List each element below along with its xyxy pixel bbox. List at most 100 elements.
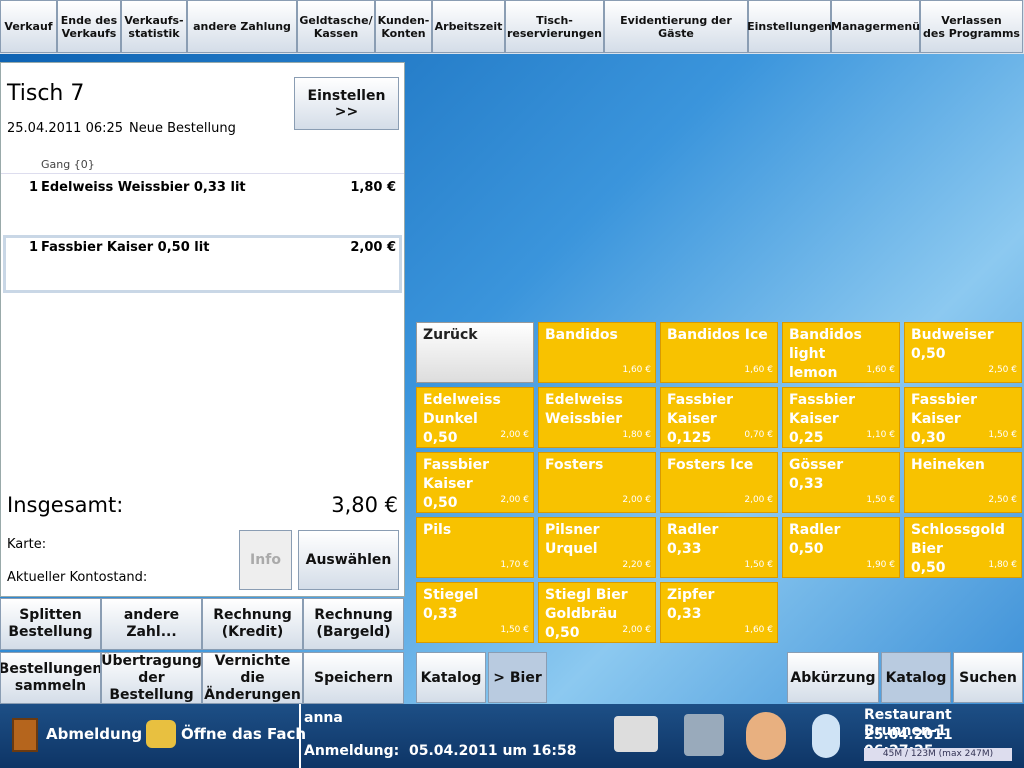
product-tile[interactable]: Radler 0,33 1,50 € [660, 517, 778, 578]
product-price: 2,00 € [500, 495, 529, 505]
user-icon[interactable] [746, 712, 786, 760]
drawer-button[interactable]: Öffne das Fach [181, 725, 307, 743]
product-tile[interactable]: Pilsner Urquel 2,20 € [538, 517, 656, 578]
product-price: 1,60 € [744, 365, 773, 375]
logout-button[interactable]: Abmeldung [46, 725, 143, 743]
restaurant-name: Restaurant Brunnen-1 [864, 707, 952, 739]
item-price: 2,00 € [350, 240, 396, 255]
action-button[interactable]: Bestellungen sammeln [0, 652, 101, 704]
product-price: 0,70 € [744, 430, 773, 440]
product-tile[interactable]: Fosters 2,00 € [538, 452, 656, 513]
menu-button[interactable]: Kunden- Konten [375, 0, 432, 53]
product-tile[interactable]: Edelweiss Weissbier 1,80 € [538, 387, 656, 448]
device-icon[interactable] [684, 714, 724, 756]
info-button[interactable]: Info [239, 530, 292, 590]
menu-button[interactable]: Verlassen des Programms [920, 0, 1023, 53]
product-name: Fassbier Kaiser 0,125 [667, 392, 734, 446]
separator [299, 704, 301, 768]
product-tile[interactable]: Budweiser 0,50 2,50 € [904, 322, 1022, 383]
product-name: Bandidos Ice [667, 327, 768, 343]
product-tile[interactable]: Fassbier Kaiser 0,125 0,70 € [660, 387, 778, 448]
product-tile[interactable]: Schlossgold Bier 0,50 1,80 € [904, 517, 1022, 578]
menu-button[interactable]: Verkauf [0, 0, 57, 53]
order-date: 25.04.2011 06:25 [7, 121, 124, 136]
product-price: 2,00 € [622, 625, 651, 635]
product-tile[interactable]: Fosters Ice 2,00 € [660, 452, 778, 513]
product-tile[interactable]: Radler 0,50 1,90 € [782, 517, 900, 578]
action-button[interactable]: Rechnung (Bargeld) [303, 598, 404, 650]
product-price: 1,50 € [744, 560, 773, 570]
product-price: 2,00 € [500, 430, 529, 440]
nav-button[interactable]: Katalog [881, 652, 951, 703]
product-name: Pils [423, 522, 452, 538]
product-price: 1,60 € [866, 365, 895, 375]
product-tile[interactable]: Bandidos 1,60 € [538, 322, 656, 383]
product-price: 1,50 € [500, 625, 529, 635]
product-tile[interactable]: Bandidos light lemon 1,60 € [782, 322, 900, 383]
card-label: Karte: [7, 537, 47, 552]
table-name: Tisch 7 [7, 81, 85, 106]
menu-button[interactable]: Geldtasche/ Kassen [297, 0, 375, 53]
menu-button[interactable]: Tisch- reservierungen [505, 0, 604, 53]
action-button[interactable]: Splitten Bestellung [0, 598, 101, 650]
menu-button[interactable]: Managermenü [831, 0, 920, 53]
product-price: 1,10 € [866, 430, 895, 440]
product-name: Pilsner Urquel [545, 522, 600, 557]
item-price: 1,80 € [350, 180, 396, 195]
product-name: Radler 0,50 [789, 522, 841, 557]
login-time: Anmeldung: 05.04.2011 um 16:58 [304, 743, 577, 759]
action-button[interactable]: Übertragung der Bestellung [101, 652, 202, 704]
product-tile[interactable]: Fassbier Kaiser 0,50 2,00 € [416, 452, 534, 513]
product-price: 1,70 € [500, 560, 529, 570]
order-status: Neue Bestellung [129, 121, 236, 136]
product-price: 2,20 € [622, 560, 651, 570]
product-tile[interactable]: Stiegel 0,33 1,50 € [416, 582, 534, 643]
nav-button[interactable]: Katalog [416, 652, 486, 703]
menu-button[interactable]: Verkaufs- statistik [121, 0, 187, 53]
product-price: 1,80 € [988, 560, 1017, 570]
course-label: Gang {0} [41, 158, 95, 171]
product-tile[interactable]: Stiegl Bier Goldbräu 0,50 2,00 € [538, 582, 656, 643]
nav-button[interactable]: > Bier [488, 652, 547, 703]
product-name: Bandidos [545, 327, 618, 343]
menu-button[interactable]: andere Zahlung [187, 0, 297, 53]
product-price: 2,00 € [744, 495, 773, 505]
action-button[interactable]: Vernichte die Änderungen [202, 652, 303, 704]
menu-button[interactable]: Arbeitszeit [432, 0, 505, 53]
product-tile[interactable]: Edelweiss Dunkel 0,50 2,00 € [416, 387, 534, 448]
action-button[interactable]: Rechnung (Kredit) [202, 598, 303, 650]
printer-icon[interactable] [614, 716, 658, 752]
action-button[interactable]: andere Zahl... [101, 598, 202, 650]
product-tile[interactable]: Gösser 0,33 1,50 € [782, 452, 900, 513]
menu-button[interactable]: Ende des Verkaufs [57, 0, 121, 53]
product-tile[interactable]: Fassbier Kaiser 0,30 1,50 € [904, 387, 1022, 448]
product-name: Edelweiss Dunkel 0,50 [423, 392, 501, 446]
product-tile[interactable]: Bandidos Ice 1,60 € [660, 322, 778, 383]
product-name: Fassbier Kaiser 0,25 [789, 392, 856, 446]
item-qty: 1 [29, 240, 39, 255]
product-tile[interactable]: Heineken 2,50 € [904, 452, 1022, 513]
product-tile[interactable]: Fassbier Kaiser 0,25 1,10 € [782, 387, 900, 448]
product-price: 2,50 € [988, 365, 1017, 375]
item-name: Edelweiss Weissbier 0,33 lit [41, 180, 246, 195]
bulb-icon[interactable] [812, 714, 840, 758]
action-button[interactable]: Speichern [303, 652, 404, 704]
product-tile[interactable]: Pils 1,70 € [416, 517, 534, 578]
select-button[interactable]: Auswählen [298, 530, 399, 590]
menu-button[interactable]: Einstellungen [747, 0, 832, 53]
product-price: 1,80 € [622, 430, 651, 440]
back-button[interactable]: Zurück [416, 322, 534, 383]
product-name: Edelweiss Weissbier [545, 392, 623, 427]
nav-button[interactable]: Abkürzung [787, 652, 879, 703]
nav-button[interactable]: Suchen [953, 652, 1023, 703]
product-name: Stiegel 0,33 [423, 587, 479, 622]
product-name: Bandidos light lemon [789, 327, 862, 381]
order-item[interactable]: 1 Edelweiss Weissbier 0,33 lit 1,80 € [1, 173, 404, 233]
settings-button[interactable]: Einstellen >> [294, 77, 399, 130]
money-icon [146, 720, 176, 748]
product-tile[interactable]: Zipfer 0,33 1,60 € [660, 582, 778, 643]
menu-button[interactable]: Evidentierung der Gäste [604, 0, 748, 53]
order-item[interactable]: 1 Fassbier Kaiser 0,50 lit 2,00 € [3, 235, 402, 293]
product-price: 2,50 € [988, 495, 1017, 505]
